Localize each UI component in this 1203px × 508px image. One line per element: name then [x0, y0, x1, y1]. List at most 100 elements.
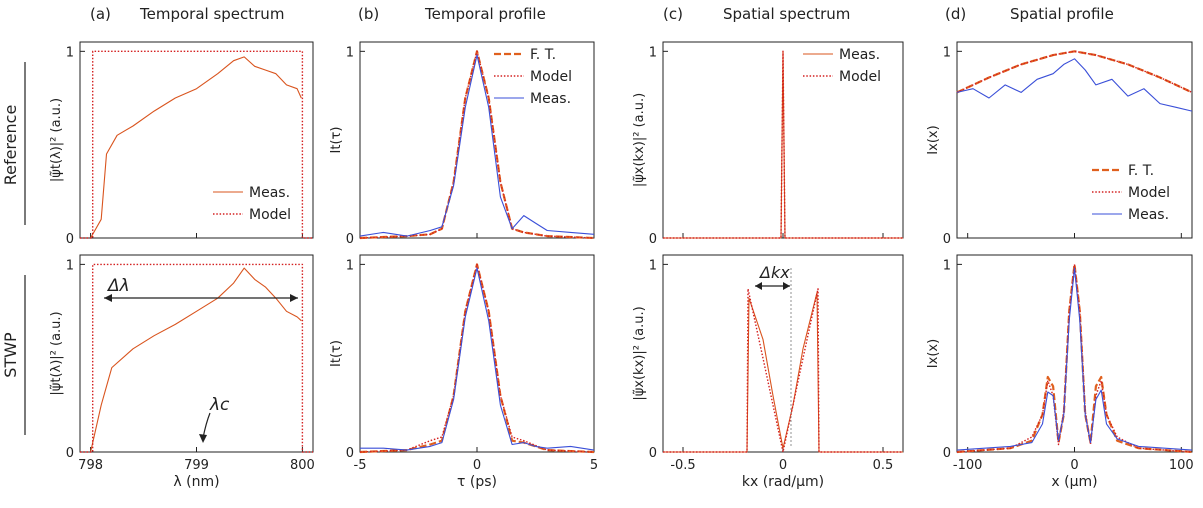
y-tick-label-b-ref-1: 1 — [346, 45, 354, 60]
panels-group: 0 1 |ψ̃t(λ)|² (a.u.) Meas. Model 0 1 It(τ) F. T.… — [49, 41, 1194, 490]
row-label-stwp: STWP — [1, 332, 20, 378]
plot-frame-d-stwp — [956, 254, 1193, 453]
legend-label-d-ref-2: Meas. — [1128, 207, 1169, 223]
x-tick-label-c-stwp-2: 0.5 — [873, 458, 894, 473]
panel-letter-c: (c) — [663, 5, 683, 23]
y-tick-label-d-ref-1: 1 — [943, 45, 951, 60]
column-title-a: Temporal spectrum — [139, 5, 284, 23]
y-tick-label-b-ref-0: 0 — [346, 232, 354, 247]
x-tick-label-c-stwp-0: -0.5 — [670, 458, 695, 473]
y-tick-label-d-stwp-0: 0 — [943, 446, 951, 461]
panel-a-stwp: 0 1 798 799 800 |ψ̃t(λ)|² (a.u.) λ (nm) — [49, 254, 315, 490]
column-title-c: Spatial spectrum — [723, 5, 850, 23]
y-tick-label-b-stwp-0: 0 — [346, 446, 354, 461]
legend-label-d-ref-1: Model — [1128, 185, 1170, 201]
lambda-c-label: λc — [209, 395, 230, 415]
series-line-a-stwp-1 — [80, 263, 313, 453]
column-title-d: Spatial profile — [1010, 5, 1114, 23]
legend-label-b-ref-0: F. T. — [530, 47, 556, 63]
series-line-d-ref-2 — [956, 58, 1193, 112]
legend-label-a-ref-1: Model — [249, 207, 291, 223]
y-axis-label-d-stwp: Ix(x) — [926, 339, 941, 368]
x-axis-label-d-stwp: x (μm) — [1051, 474, 1097, 490]
y-tick-label-d-ref-0: 0 — [943, 232, 951, 247]
lambda-c-arrow — [202, 412, 211, 439]
x-axis-label-b-stwp: τ (ps) — [457, 474, 497, 490]
plot-frame-b-stwp — [359, 254, 595, 453]
y-tick-label-a-ref-1: 1 — [66, 45, 74, 60]
y-tick-label-d-stwp-1: 1 — [943, 258, 951, 273]
annotation-delta-kx-group: Δkx — [755, 263, 792, 448]
series-line-d-stwp-0 — [956, 263, 1193, 454]
y-tick-label-c-stwp-1: 1 — [649, 258, 657, 273]
series-line-b-stwp-1 — [359, 263, 595, 453]
series-line-a-ref-1 — [80, 50, 313, 239]
panel-b-ref: 0 1 It(τ) F. T. Model Meas. — [329, 41, 595, 247]
legend-label-a-ref-0: Meas. — [249, 185, 290, 201]
y-axis-label-c-stwp: |ψ̃x(kx)|² (a.u.) — [632, 306, 647, 400]
panel-b-stwp: 01-5 0 5It(τ)τ (ps) — [329, 254, 598, 490]
annotation-delta-lambda-group: Δλ — [104, 276, 298, 302]
row-label-reference: Reference — [1, 105, 20, 186]
x-tick-label-a-stwp-0: 798 — [78, 458, 103, 473]
x-tick-label-b-stwp-2: 5 — [590, 458, 598, 473]
x-tick-label-d-stwp-1: 0 — [1070, 458, 1078, 473]
x-axis-label-a-stwp: λ (nm) — [173, 474, 219, 490]
panel-letter-a: (a) — [90, 5, 111, 23]
series-line-a-stwp-0 — [90, 267, 302, 453]
panel-c-stwp: 0 1 -0.5 0 0.5 |ψ̃x(kx)|² (a.u.) kx (rad/μm) — [632, 254, 904, 490]
column-title-b: Temporal profile — [424, 5, 546, 23]
y-axis-label-b-ref: It(τ) — [329, 127, 344, 154]
y-tick-label-a-stwp-1: 1 — [66, 258, 74, 273]
delta-lambda-arrowhead-right — [290, 294, 298, 302]
x-tick-label-d-stwp-0: -100 — [953, 458, 983, 473]
delta-kx-arrowhead-left — [755, 282, 762, 290]
panel-d-ref: 0 1 Ix(x) F. T. Model Meas. — [926, 41, 1193, 247]
x-axis-label-c-stwp: kx (rad/μm) — [742, 474, 824, 490]
y-axis-label-a-stwp: |ψ̃t(λ)|² (a.u.) — [49, 311, 64, 395]
x-tick-label-a-stwp-1: 799 — [184, 458, 209, 473]
panel-letter-d: (d) — [945, 5, 966, 23]
annotation-lambda-c-group: λc — [199, 395, 230, 443]
legend-label-b-ref-1: Model — [530, 69, 572, 85]
delta-kx-label: Δkx — [758, 263, 790, 282]
y-axis-label-a-ref: |ψ̃t(λ)|² (a.u.) — [49, 98, 64, 182]
delta-lambda-arrowhead-left — [104, 294, 112, 302]
delta-lambda-label: Δλ — [106, 276, 130, 296]
x-tick-label-a-stwp-2: 800 — [290, 458, 315, 473]
series-line-c-stwp-1 — [663, 288, 903, 453]
series-line-d-ref-1 — [956, 50, 1193, 94]
y-tick-label-a-ref-0: 0 — [66, 232, 74, 247]
panel-letter-b: (b) — [358, 5, 379, 23]
x-tick-label-c-stwp-1: 0 — [779, 458, 787, 473]
series-line-d-stwp-1 — [956, 263, 1193, 453]
series-line-d-ref-0 — [956, 50, 1193, 94]
y-axis-label-c-ref: |ψ̃x(kx)|² (a.u.) — [632, 93, 647, 187]
y-tick-label-a-stwp-0: 0 — [66, 446, 74, 461]
y-tick-label-c-ref-0: 0 — [649, 232, 657, 247]
series-line-d-stwp-2 — [956, 267, 1193, 451]
x-tick-label-b-stwp-1: 0 — [473, 458, 481, 473]
y-axis-label-d-ref: Ix(x) — [926, 125, 941, 154]
y-tick-label-c-stwp-0: 0 — [649, 446, 657, 461]
series-line-b-ref-2 — [359, 54, 595, 237]
x-tick-label-b-stwp-0: -5 — [354, 458, 367, 473]
series-line-b-ref-1 — [359, 50, 595, 239]
series-line-a-ref-0 — [90, 56, 302, 239]
series-line-b-stwp-0 — [359, 263, 595, 454]
lambda-c-arrowhead — [199, 434, 207, 443]
series-line-c-stwp-0 — [663, 291, 903, 453]
panel-c-ref: 0 1 |ψ̃x(kx)|² (a.u.) Meas. Model — [632, 41, 904, 247]
x-tick-label-d-stwp-2: 100 — [1169, 458, 1194, 473]
series-line-b-stwp-2 — [360, 267, 595, 451]
panel-a-ref: 0 1 |ψ̃t(λ)|² (a.u.) Meas. Model — [49, 41, 314, 247]
legend-label-b-ref-2: Meas. — [530, 91, 571, 107]
legend-label-c-ref-0: Meas. — [839, 47, 880, 63]
y-axis-label-b-stwp: It(τ) — [329, 340, 344, 367]
y-tick-label-c-ref-1: 1 — [649, 45, 657, 60]
legend-label-d-ref-0: F. T. — [1128, 163, 1154, 179]
delta-kx-arrowhead-right — [783, 282, 790, 290]
y-tick-label-b-stwp-1: 1 — [346, 258, 354, 273]
legend-label-c-ref-1: Model — [839, 69, 881, 85]
